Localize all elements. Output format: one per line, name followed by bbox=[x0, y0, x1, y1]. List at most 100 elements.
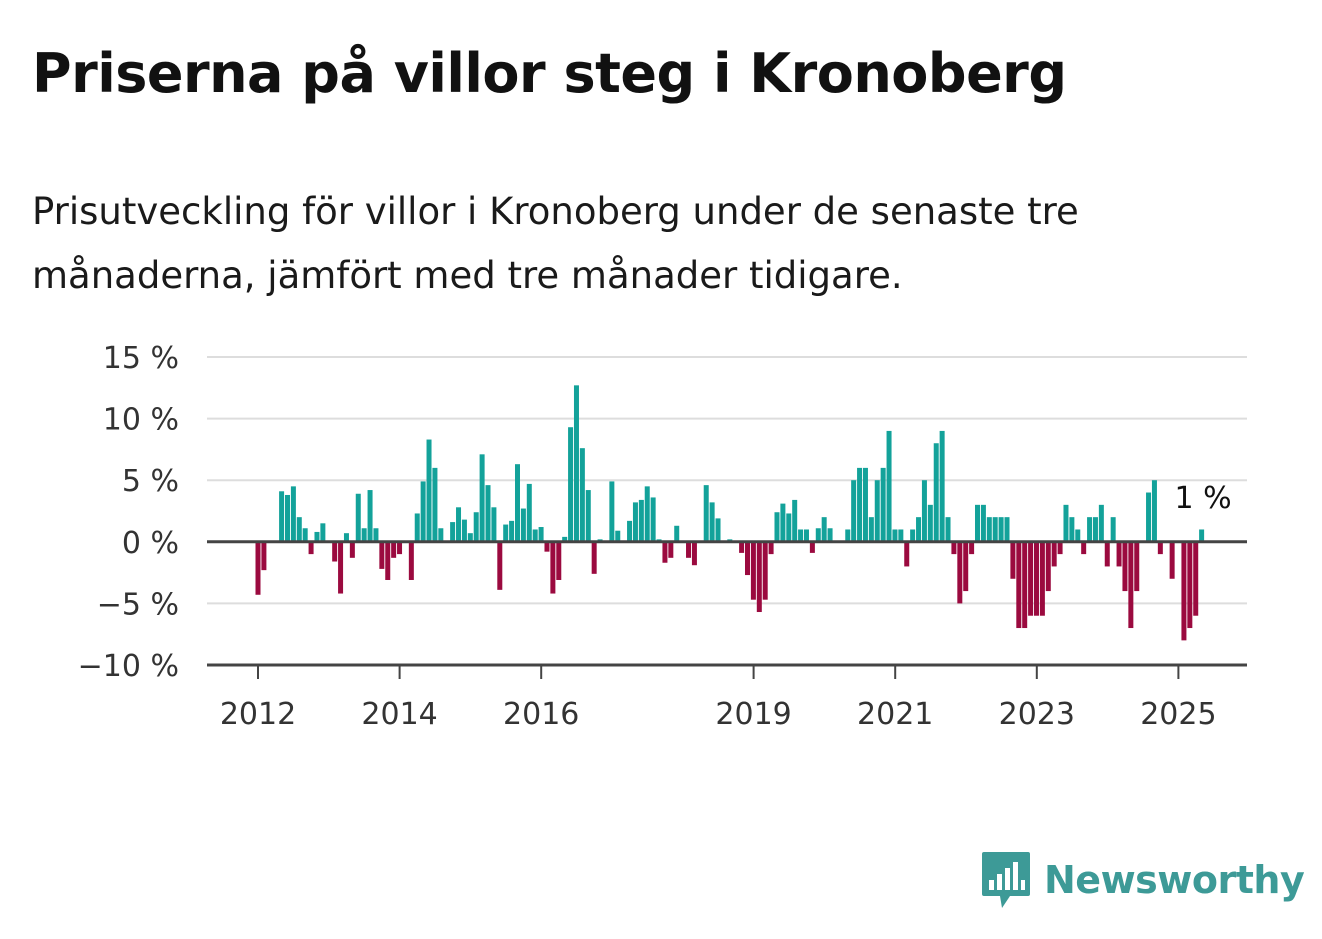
bar bbox=[573, 385, 579, 542]
bar bbox=[904, 541, 910, 567]
bar bbox=[668, 541, 674, 558]
bar bbox=[491, 507, 497, 542]
bar bbox=[1181, 541, 1187, 641]
bar bbox=[1193, 541, 1199, 616]
bar bbox=[662, 541, 668, 563]
bar bbox=[845, 529, 851, 542]
bar bbox=[314, 531, 320, 542]
bar bbox=[438, 528, 444, 542]
bar bbox=[975, 504, 981, 542]
bar bbox=[615, 530, 621, 542]
bar bbox=[827, 528, 833, 542]
bar bbox=[880, 467, 886, 542]
chart-subtitle: Prisutveckling för villor i Kronoberg un… bbox=[32, 190, 1079, 297]
bar bbox=[467, 533, 473, 542]
bar bbox=[1069, 517, 1075, 542]
bar bbox=[780, 503, 786, 542]
bar bbox=[391, 541, 397, 558]
bar bbox=[957, 541, 963, 604]
bar bbox=[509, 520, 515, 542]
bar bbox=[821, 517, 827, 542]
bar bbox=[762, 541, 768, 600]
bar bbox=[450, 522, 456, 542]
brand: Newsworthy bbox=[980, 848, 1305, 912]
bar bbox=[397, 541, 403, 555]
bar bbox=[338, 541, 344, 594]
bar bbox=[963, 541, 969, 592]
bar bbox=[886, 430, 892, 542]
bar bbox=[355, 493, 361, 542]
bar bbox=[408, 541, 414, 580]
bar bbox=[579, 448, 585, 542]
bar bbox=[750, 541, 756, 600]
bar bbox=[544, 541, 550, 552]
bar bbox=[862, 467, 868, 542]
chart-title: Priserna på villor steg i Kronoberg bbox=[32, 42, 1067, 105]
bar bbox=[691, 541, 697, 566]
bar bbox=[556, 541, 562, 580]
bar bbox=[456, 507, 462, 542]
bar bbox=[674, 525, 680, 542]
bar bbox=[815, 528, 821, 542]
bar bbox=[568, 427, 574, 542]
bar bbox=[1016, 541, 1022, 629]
bar bbox=[868, 517, 874, 542]
bar bbox=[921, 480, 927, 542]
bar bbox=[798, 529, 804, 542]
bar bbox=[1187, 541, 1193, 629]
bar bbox=[367, 490, 373, 542]
bar bbox=[768, 541, 774, 555]
bar bbox=[526, 483, 532, 542]
bar bbox=[485, 485, 491, 542]
annotations: 1 % bbox=[1174, 481, 1231, 516]
bar bbox=[290, 486, 296, 542]
bar bbox=[1157, 541, 1163, 555]
bar bbox=[1057, 541, 1063, 555]
bar bbox=[951, 541, 957, 555]
bar bbox=[562, 536, 568, 542]
y-tick-label: −5 % bbox=[97, 587, 179, 622]
bar bbox=[414, 513, 420, 542]
bar bbox=[1028, 541, 1034, 616]
bar bbox=[1098, 504, 1104, 542]
bar bbox=[1075, 529, 1081, 542]
bar bbox=[497, 541, 503, 590]
bar bbox=[939, 430, 945, 542]
bar bbox=[632, 502, 638, 542]
bar bbox=[420, 481, 426, 542]
bar bbox=[986, 517, 992, 542]
bar bbox=[927, 504, 933, 542]
bar bbox=[255, 541, 261, 595]
bar bbox=[945, 517, 951, 542]
bar bbox=[379, 541, 385, 569]
bar bbox=[1045, 541, 1051, 592]
bar bbox=[1104, 541, 1110, 567]
x-tick-label: 2021 bbox=[857, 697, 933, 732]
bar bbox=[745, 541, 750, 576]
bar bbox=[1039, 541, 1045, 616]
axes bbox=[207, 540, 1247, 679]
bar bbox=[1081, 541, 1087, 555]
bar bbox=[1116, 541, 1122, 567]
bar bbox=[857, 467, 863, 542]
bar bbox=[774, 512, 780, 542]
bar bbox=[703, 485, 709, 542]
bar bbox=[1051, 541, 1057, 567]
bar bbox=[609, 481, 615, 542]
bar bbox=[261, 541, 267, 571]
bar bbox=[1033, 541, 1039, 616]
bar bbox=[851, 480, 857, 542]
x-tick-label: 2019 bbox=[715, 697, 791, 732]
newsworthy-logo-icon bbox=[982, 852, 1030, 908]
bar bbox=[1199, 529, 1205, 542]
bar bbox=[1063, 504, 1069, 542]
bar bbox=[644, 486, 650, 542]
bar bbox=[715, 518, 721, 542]
bar bbox=[296, 517, 302, 542]
x-tick-label: 2016 bbox=[503, 697, 579, 732]
y-tick-label: 15 % bbox=[103, 341, 179, 376]
bar bbox=[980, 504, 986, 542]
bar bbox=[1122, 541, 1128, 592]
bar bbox=[1128, 541, 1134, 629]
